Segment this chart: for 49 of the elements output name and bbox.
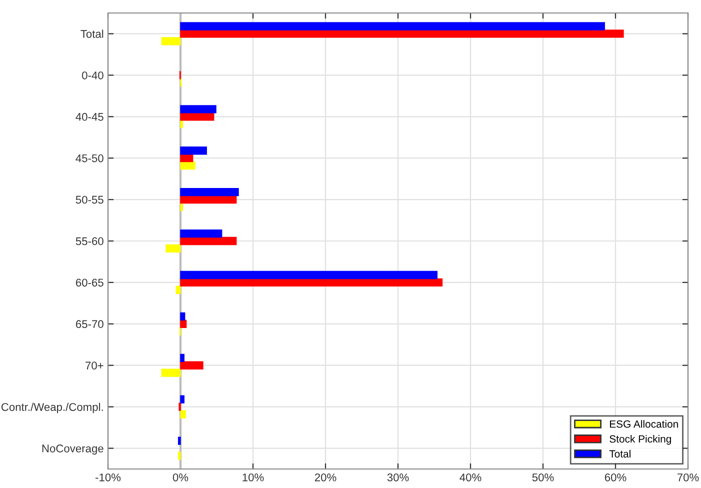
bar — [180, 30, 624, 38]
bar — [180, 22, 605, 30]
bar — [161, 37, 181, 46]
x-tick-label: 70% — [677, 473, 699, 482]
legend-label: ESG Allocation — [610, 420, 678, 428]
y-tick-label: Total — [80, 30, 104, 38]
y-tick-label: 0-40 — [82, 71, 104, 80]
bar — [180, 236, 237, 246]
y-tick-label: 40-45 — [76, 112, 104, 121]
y-tick-label: NoCoverage — [42, 444, 104, 455]
x-tick-label: -10% — [96, 473, 121, 482]
bar — [178, 452, 181, 460]
y-tick-label: 60-65 — [76, 278, 104, 287]
x-tick-label: 60% — [604, 473, 626, 482]
y-tick-label: 70+ — [86, 362, 104, 370]
bar — [180, 320, 187, 328]
x-tick-label: 0% — [172, 473, 188, 482]
bar — [180, 188, 239, 196]
x-tick-label: 10% — [242, 473, 264, 482]
y-tick-label: Contr./Weap./Compl. — [1, 402, 103, 414]
bar — [180, 195, 237, 204]
bar — [180, 278, 443, 287]
y-tick-label: 45-50 — [76, 154, 104, 162]
bar — [178, 436, 181, 445]
bar — [180, 395, 184, 404]
bar — [166, 244, 181, 253]
x-tick-label: 30% — [387, 473, 409, 482]
x-tick-label: 50% — [532, 473, 554, 482]
legend-label: Total — [609, 450, 630, 458]
bar — [180, 229, 222, 238]
bar — [180, 146, 207, 155]
bar — [180, 312, 186, 321]
bar — [180, 354, 184, 362]
bar — [180, 361, 204, 370]
x-tick-label: 20% — [314, 473, 336, 482]
x-tick-label: 40% — [460, 473, 482, 482]
bar — [180, 154, 194, 162]
bar — [161, 368, 181, 377]
legend-label: Stock Picking — [610, 434, 671, 445]
bar — [180, 105, 216, 114]
bar — [180, 161, 196, 170]
y-tick-label: 50-55 — [76, 196, 104, 204]
bar — [180, 270, 438, 280]
y-tick-label: 65-70 — [76, 320, 104, 328]
bar — [180, 120, 184, 128]
bar — [176, 286, 181, 294]
bar — [180, 202, 184, 212]
bar — [180, 410, 186, 418]
y-tick-label: 55-60 — [76, 237, 104, 246]
